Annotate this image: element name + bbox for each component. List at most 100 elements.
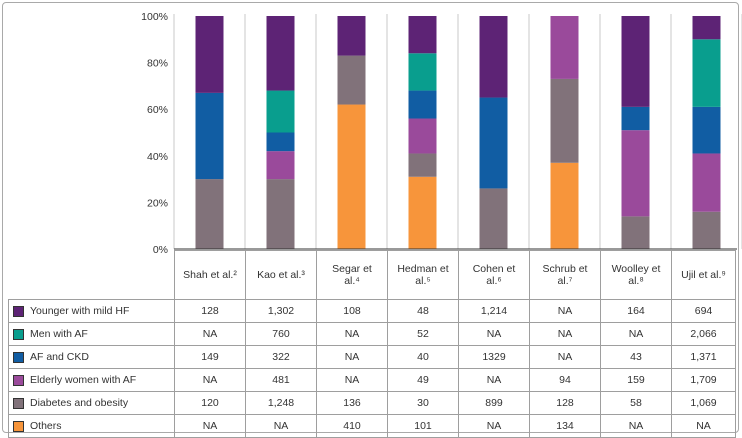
column-header: Schrub et al.⁷	[529, 250, 601, 300]
column-header: Shah et al.²	[174, 250, 246, 300]
bar-segment	[692, 211, 721, 249]
bar-segment	[195, 16, 224, 93]
column-header-label: Hedman et al.⁵	[397, 263, 449, 287]
table-cell: NA	[600, 414, 672, 438]
table-cell: 48	[387, 299, 459, 323]
bar-segment	[266, 179, 295, 249]
bar-segment	[550, 162, 579, 249]
column-header: Segar et al.⁴	[316, 250, 388, 300]
bar-segment	[266, 90, 295, 133]
column-header-label: Schrub et al.⁷	[542, 263, 588, 287]
table-row: Diabetes and obesity 120 1,248 136 30 899 128 5…	[8, 391, 736, 415]
bar-segment	[266, 151, 295, 180]
series-label-cell: Younger with mild HF	[8, 299, 175, 323]
bar-segment	[266, 16, 295, 91]
table-cell: NA	[174, 322, 246, 346]
table-cell: 128	[174, 299, 246, 323]
bar-segment	[692, 39, 721, 107]
bar-segment	[621, 216, 650, 249]
bars	[195, 16, 721, 249]
bar-segment	[408, 53, 437, 91]
column-header-label: Cohen et al.⁶	[472, 263, 516, 287]
table-cell: 322	[245, 345, 317, 369]
table-cell: 1,371	[671, 345, 736, 369]
bar-segment	[408, 16, 437, 54]
table-cell: 30	[387, 391, 459, 415]
table-cell: 49	[387, 368, 459, 392]
table-cell: NA	[458, 414, 530, 438]
table-cell: NA	[316, 345, 388, 369]
table-cell: NA	[458, 368, 530, 392]
y-tick-label: 40%	[147, 151, 168, 163]
bar-segment	[195, 92, 224, 180]
bar-segment	[408, 90, 437, 119]
table-cell: 694	[671, 299, 736, 323]
bar-segment	[550, 78, 579, 163]
table-cell: 149	[174, 345, 246, 369]
bar-segment	[408, 176, 437, 249]
series-name: Younger with mild HF	[30, 305, 130, 318]
series-name: Men with AF	[30, 328, 88, 341]
bar-segment	[266, 132, 295, 152]
bar-segment	[621, 16, 650, 107]
table-cell: 94	[529, 368, 601, 392]
table-row: Men with AF NA 760 NA 52 NA NA NA 2,066	[8, 322, 736, 346]
table-corner-cell	[8, 250, 175, 300]
column-header-label: Segar et al.⁴	[332, 263, 372, 287]
bar-segment	[621, 106, 650, 131]
column-header-label: Shah et al.²	[183, 269, 237, 281]
table-row: Younger with mild HF 128 1,302 108 48 1,214 NA…	[8, 299, 736, 323]
column-header: Woolley et al.⁸	[600, 250, 672, 300]
bar-segment	[408, 118, 437, 154]
bar-segment	[337, 16, 366, 56]
table-cell: 134	[529, 414, 601, 438]
table-cell: NA	[458, 322, 530, 346]
table-cell: 1,069	[671, 391, 736, 415]
column-header-label: Kao et al.³	[257, 269, 305, 281]
table-cell: NA	[529, 299, 601, 323]
series-name: AF and CKD	[30, 351, 89, 364]
table-cell: NA	[316, 322, 388, 346]
bar-segment	[479, 16, 508, 98]
table-cell: 2,066	[671, 322, 736, 346]
y-tick-label: 80%	[147, 58, 168, 70]
column-header: Kao et al.³	[245, 250, 317, 300]
table-cell: NA	[174, 368, 246, 392]
table-cell: 52	[387, 322, 459, 346]
table-cell: 899	[458, 391, 530, 415]
bar-segment	[479, 97, 508, 189]
table-cell: NA	[316, 368, 388, 392]
y-tick-label: 60%	[147, 104, 168, 116]
table-cell: 128	[529, 391, 601, 415]
bar-segment	[692, 16, 721, 40]
bar-segment	[692, 153, 721, 212]
y-axis-tick-labels: 0%20%40%60%80%100%	[141, 11, 168, 256]
column-header-label: Woolley et al.⁸	[611, 263, 661, 287]
table-cell: 101	[387, 414, 459, 438]
table-row: Elderly women with AF NA 481 NA 49 NA 94 159 1,7…	[8, 368, 736, 392]
series-name: Diabetes and obesity	[30, 397, 129, 410]
column-header: Cohen et al.⁶	[458, 250, 530, 300]
table-cell: 164	[600, 299, 672, 323]
legend-swatch	[13, 328, 24, 340]
table-cell: NA	[600, 322, 672, 346]
table-cell: 43	[600, 345, 672, 369]
table-cell: 410	[316, 414, 388, 438]
table-cell: 40	[387, 345, 459, 369]
series-name: Elderly women with AF	[30, 374, 137, 387]
table-cell: 1329	[458, 345, 530, 369]
table-cell: NA	[671, 414, 736, 438]
table-cell: 481	[245, 368, 317, 392]
bar-segment	[692, 106, 721, 154]
column-header: Hedman et al.⁵	[387, 250, 459, 300]
legend-swatch	[13, 305, 24, 317]
y-tick-label: 20%	[147, 197, 168, 209]
bar-segment	[550, 16, 579, 79]
table-row: AF and CKD 149 322 NA 40 1329 NA 43 1,371	[8, 345, 736, 369]
legend-swatch	[13, 374, 24, 386]
series-label-cell: Diabetes and obesity	[8, 391, 175, 415]
table-cell: 1,248	[245, 391, 317, 415]
table-cell: NA	[529, 322, 601, 346]
table-cell: NA	[245, 414, 317, 438]
table-cell: 120	[174, 391, 246, 415]
